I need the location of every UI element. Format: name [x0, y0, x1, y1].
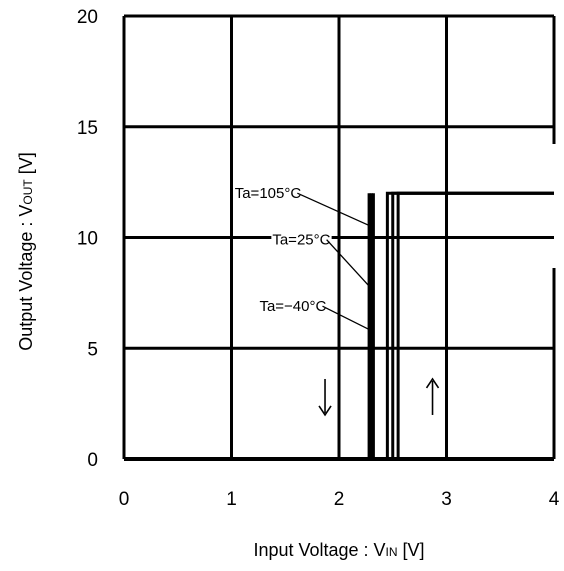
down-arrow-icon [318, 378, 332, 417]
annotation-label-bg-2 [258, 298, 328, 316]
x-tick-label-3: 3 [441, 489, 452, 510]
axis-title-layer: Input Voltage : VIN [V] Output Voltage : … [16, 152, 425, 560]
y-tick-label-3: 15 [77, 118, 98, 139]
y-tick-label-0: 0 [87, 450, 98, 471]
y-axis-title: Output Voltage : VOUT [V] [16, 152, 36, 350]
y-tick-label-2: 10 [77, 229, 98, 250]
y-tick-label-1: 5 [87, 339, 98, 360]
annotation-label-0: Ta=105°C [235, 185, 302, 202]
tick-label-layer: 0 1 2 3 4 0 5 10 15 20 [77, 7, 560, 510]
x-tick-label-2: 2 [334, 489, 345, 510]
annotation-label-1: Ta=25°C [272, 232, 330, 249]
annotation-layer: Ta=105°C Ta=25°C Ta=−40°C [233, 185, 440, 417]
annotation-leader-2 [322, 305, 372, 332]
x-tick-label-4: 4 [549, 489, 560, 510]
up-arrow-icon [425, 377, 440, 415]
grid-layer [124, 16, 554, 459]
annotation-label-bg-1 [271, 231, 332, 249]
frame-layer [122, 14, 556, 461]
down-arrow-head [318, 405, 332, 417]
x-tick-label-0: 0 [119, 489, 130, 510]
y-tick-label-4: 20 [77, 7, 98, 28]
annotation-label-bg-0 [233, 185, 303, 203]
x-axis-title: Input Voltage : VIN [V] [253, 540, 424, 560]
x-tick-label-1: 1 [226, 489, 237, 510]
up-arrow-head [425, 377, 440, 389]
annotation-label-2: Ta=−40°C [259, 298, 326, 315]
annotation-leader-0 [297, 192, 372, 228]
annotation-leader-1 [326, 239, 372, 289]
